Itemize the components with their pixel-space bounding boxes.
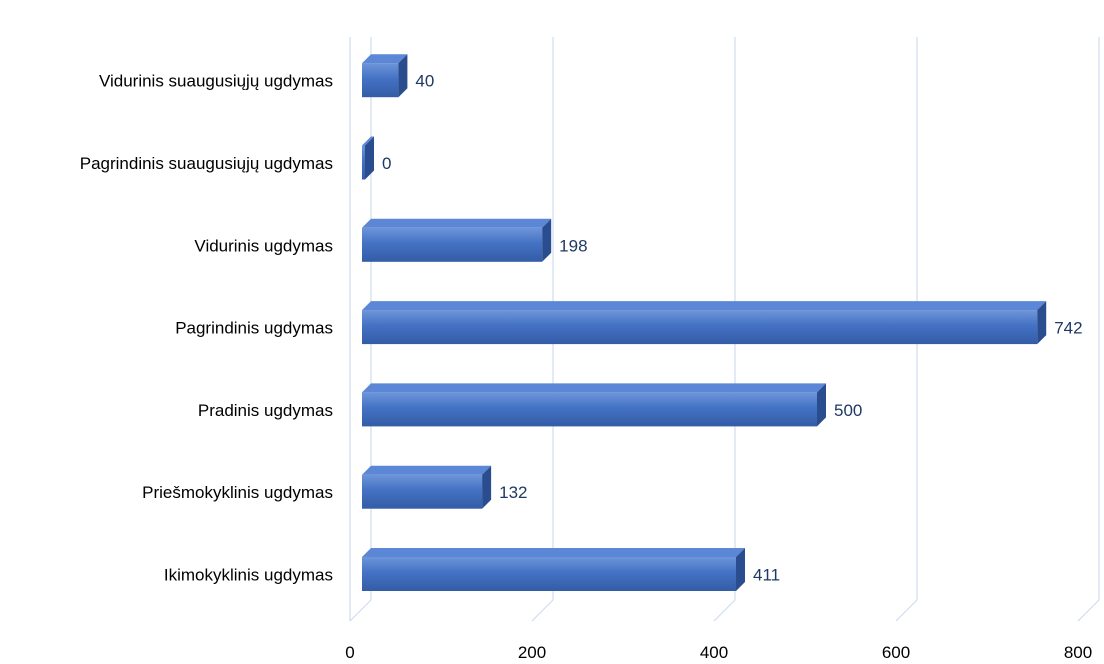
bars: 411 132 500 742 198 0 40 — [362, 54, 1083, 591]
data-label: 198 — [559, 236, 587, 255]
category-label: Pradinis ugdymas — [198, 401, 333, 420]
bar-top — [362, 465, 492, 475]
bar-top — [362, 383, 826, 393]
x-tick-label: 0 — [345, 643, 354, 662]
bar-3 — [362, 301, 1047, 345]
floor-line-800 — [1077, 599, 1100, 622]
category-label: Pagrindinis ugdymas — [175, 319, 333, 338]
bar-5 — [362, 136, 374, 180]
x-tick-label: 400 — [700, 643, 728, 662]
bar-1 — [362, 465, 492, 509]
bar-side — [398, 54, 408, 98]
bar-side — [542, 218, 552, 262]
bar-front — [362, 227, 543, 262]
x-tick-label: 800 — [1064, 643, 1092, 662]
x-tick-label: 200 — [518, 643, 546, 662]
bar-side — [736, 548, 746, 591]
data-label: 40 — [415, 72, 434, 91]
bar-top — [362, 54, 408, 64]
bar-front — [362, 474, 483, 509]
bar-top — [362, 136, 374, 146]
bar-front — [362, 557, 737, 591]
category-labels: Ikimokyklinis ugdymas Priešmokyklinis ugd… — [80, 72, 333, 585]
bar-6 — [362, 54, 408, 98]
bar-top — [362, 301, 1047, 311]
category-label: Vidurinis ugdymas — [194, 236, 333, 255]
bar-side — [1037, 301, 1047, 345]
bar-side — [365, 136, 374, 180]
bar-front — [362, 310, 1038, 345]
bar-front — [362, 63, 399, 98]
category-label: Pagrindinis suaugusiųjų ugdymas — [80, 154, 333, 173]
data-label: 500 — [834, 401, 862, 420]
floor-line-0 — [349, 599, 372, 622]
category-label: Priešmokyklinis ugdymas — [142, 483, 333, 502]
bar-top — [362, 218, 552, 228]
bar-0 — [362, 548, 746, 591]
bar-4 — [362, 218, 552, 262]
data-label: 411 — [753, 565, 780, 584]
floor-line-200 — [531, 599, 554, 622]
bar-top — [362, 548, 746, 557]
bar-2 — [362, 383, 826, 427]
category-label: Ikimokyklinis ugdymas — [164, 565, 333, 584]
bar-side — [482, 465, 492, 509]
category-label: Vidurinis suaugusiųjų ugdymas — [99, 72, 333, 91]
floor-line-400 — [713, 599, 736, 622]
x-tick-label: 600 — [882, 643, 910, 662]
data-label: 132 — [499, 483, 527, 502]
floor-line-600 — [895, 599, 918, 622]
x-axis-ticks: 0 200 400 600 800 — [345, 643, 1092, 662]
data-label: 0 — [382, 154, 391, 173]
bar-side — [817, 383, 826, 427]
bar-front — [362, 145, 365, 180]
data-label: 742 — [1054, 319, 1082, 338]
bar-front — [362, 392, 817, 427]
